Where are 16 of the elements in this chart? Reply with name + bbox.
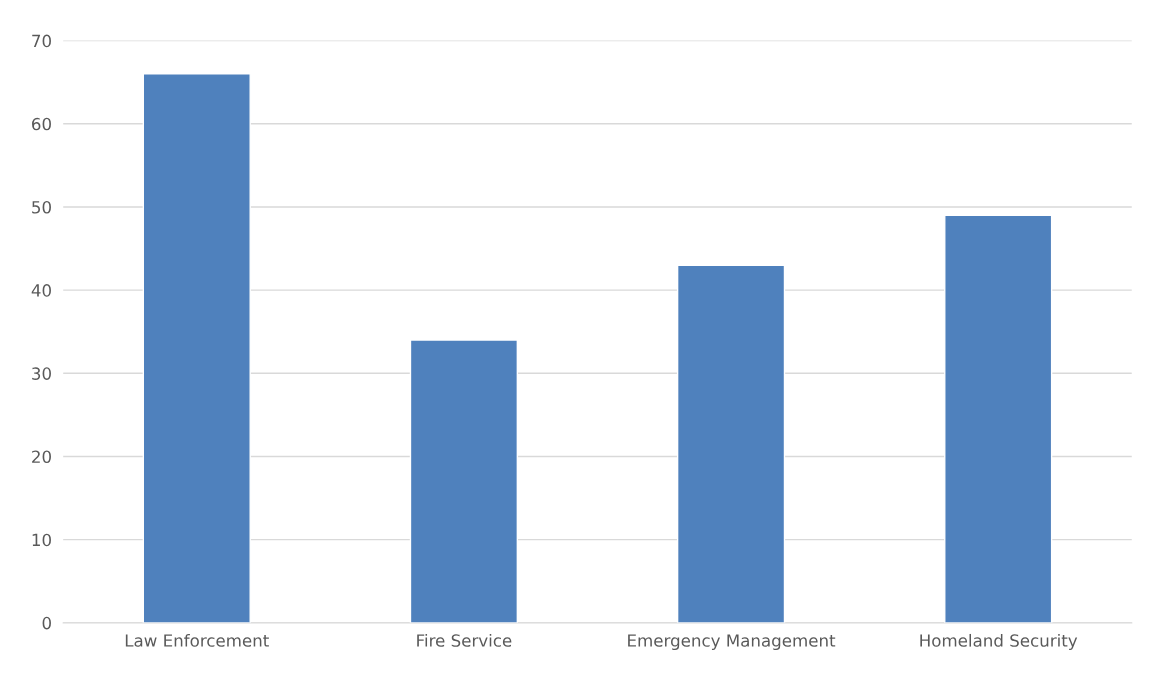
y-tick-label: 40: [31, 284, 51, 297]
y-tick-label: 50: [32, 200, 51, 214]
bar: [409, 339, 519, 623]
bar: [676, 264, 786, 623]
y-tick-label: 70: [32, 34, 51, 48]
y-tick-label: 0: [42, 616, 51, 630]
y-tick-label: 20: [32, 450, 51, 464]
y-tick-label: 30: [32, 367, 51, 380]
x-tick-label: Law Enforcement: [125, 633, 269, 647]
x-tick-label: Emergency Management: [628, 634, 836, 651]
y-tick-label: 10: [32, 533, 51, 547]
bar: [944, 214, 1053, 623]
x-tick-label: Fire Service: [417, 633, 512, 647]
bar: [142, 73, 251, 623]
y-tick-label: 60: [32, 117, 51, 131]
x-tick-label: Homeland Security: [920, 633, 1078, 651]
